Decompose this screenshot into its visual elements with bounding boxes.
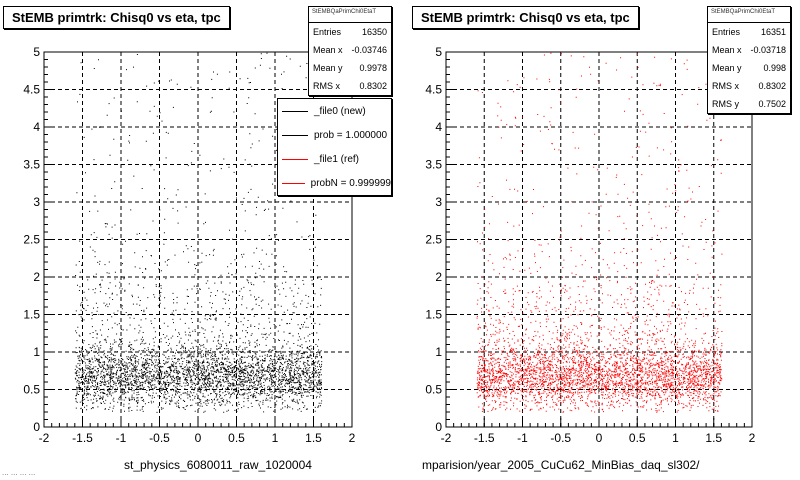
y-tick-label: 2 [435,270,442,284]
y-tick-label: 0.5 [425,383,442,397]
right-stats-box: StEMBQaPrimChi0EtaT Entries 16351 Mean x-… [707,6,791,114]
y-tick-label: 5 [435,45,442,59]
x-tick-label: -1 [116,431,127,445]
y-tick-label: 5 [33,45,40,59]
x-tick-label: 1.5 [305,431,322,445]
x-tick-label: 1 [272,431,279,445]
right-scatter-plot: -2 -1.5 -1 -0.5 0 0.5 1 1.5 2 0 0.5 1 1.5 2 2.5 3 3.5 4 4.… [425,45,756,445]
right-plot-panel: -2 -1.5 -1 -0.5 0 0.5 1 1.5 2 0 0.5 1 1.5 2 2.5 3 3.5 4 4.… [400,0,800,480]
left-plot-panel: -2 -1.5 -1 -0.5 0 0.5 1 1.5 2 0 0.5 1 1.5 2 2.5 3 3.5 4 4.… [2,6,392,477]
stats-row-mean-x: Mean x -0.03746 [313,45,387,55]
x-tick-label: 0 [195,431,202,445]
left-plot-title: StEMB primtrk: Chisq0 vs eta, tpc [3,6,230,29]
x-tick-label: -1 [517,431,528,445]
y-tick-label: 4 [33,120,40,134]
y-tick-label: 4.5 [425,83,442,97]
legend: _file0 (new) prob = 1.000000 _file1 (ref… [277,98,392,196]
legend-item: prob = 1.000000 [278,123,391,147]
legend-line-black [282,134,308,136]
y-tick-label: 1.5 [425,308,442,322]
y-tick-label: 3.5 [425,158,442,172]
stats-name: StEMBQaPrimChi0EtaT [309,7,391,23]
grid-lines [446,52,752,427]
y-tick-label: 0 [33,420,40,434]
y-tick-label: 1 [435,345,442,359]
stats-row-mean-y: Mean y 0.9978 [313,63,387,73]
stats-name: StEMBQaPrimChi0EtaT [708,7,790,23]
left-x-axis-title: st_physics_6080011_raw_1020004 [124,458,312,472]
x-tick-label: 0.5 [228,431,245,445]
stats-row-rms-x: RMS x 0.8302 [313,81,387,91]
y-tick-label: 4 [435,120,442,134]
y-tick-label: 4.5 [23,83,40,97]
y-tick-label: 3.5 [23,158,40,172]
y-tick-label: 2.5 [23,233,40,247]
stats-row-entries: Entries 16350 [313,27,387,37]
right-plot-title: StEMB primtrk: Chisq0 vs eta, tpc [412,6,639,29]
left-footer-text: ... ... ... ... [2,468,36,477]
x-tick-label: 1 [672,431,679,445]
x-tick-label: -2 [441,431,452,445]
x-tick-label: -2 [39,431,50,445]
x-tick-label: -0.5 [149,431,170,445]
x-tick-label: 1.5 [705,431,722,445]
left-stats-box: StEMBQaPrimChi0EtaT Entries 16350 Mean x-… [308,6,392,96]
y-tick-label: 0.5 [23,383,40,397]
x-tick-label: -1.5 [474,431,495,445]
y-tick-label: 3 [435,195,442,209]
stats-row-rms-y: RMS y 0.7502 [712,99,786,109]
stats-row-rms-x: RMS x 0.8302 [712,81,786,91]
legend-line-red [282,182,305,184]
right-x-axis-title: mparision/year_2005_CuCu62_MinBias_daq_s… [422,458,700,472]
legend-line-red [282,158,308,160]
left-scatter-plot: -2 -1.5 -1 -0.5 0 0.5 1 1.5 2 0 0.5 1 1.5 2 2.5 3 3.5 4 4.… [23,45,356,445]
x-tick-label: 0 [596,431,603,445]
stats-row-mean-y: Mean y 0.998 [712,63,786,73]
legend-line-black [282,110,308,112]
y-tick-label: 2 [33,270,40,284]
legend-item: _file0 (new) [278,99,391,123]
x-tick-label: -0.5 [550,431,571,445]
y-tick-label: 0 [435,420,442,434]
y-tick-label: 3 [33,195,40,209]
x-tick-label: -1.5 [72,431,93,445]
x-tick-label: 2 [349,431,356,445]
legend-item: _file1 (ref) [278,147,391,171]
stats-row-entries: Entries 16351 [712,27,786,37]
x-tick-label: 0.5 [629,431,646,445]
y-tick-label: 1.5 [23,308,40,322]
x-tick-label: 2 [749,431,756,445]
y-tick-label: 2.5 [425,233,442,247]
scatter-points [476,52,723,413]
stats-row-mean-x: Mean x -0.03718 [712,45,786,55]
legend-item: probN = 0.999999 [278,171,391,195]
y-tick-label: 1 [33,345,40,359]
